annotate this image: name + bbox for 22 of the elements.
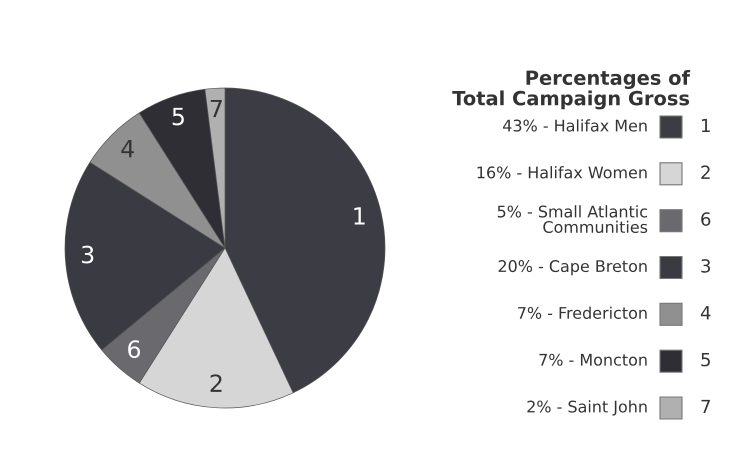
slice-label: 5: [172, 108, 184, 126]
data-label: 16% - Halifax Women: [478, 166, 647, 178]
data-label: 5% - Small Atlantic Communities: [498, 205, 648, 234]
slice-label: 7: [210, 100, 222, 118]
data-label: 7% - Moncton: [539, 354, 647, 366]
legend-label: 7: [701, 400, 710, 413]
legend-label: 5: [701, 352, 710, 366]
legend-label: 4: [700, 306, 710, 320]
data-label: 20% - Cape Breton: [498, 260, 647, 276]
slice-label: 1: [354, 207, 365, 224]
slice-label: 2: [210, 374, 222, 392]
legend-label: 2: [701, 165, 710, 179]
slice-label: 3: [82, 246, 94, 264]
data-label: 7% - Fredericton: [518, 306, 647, 319]
legend-label: 6: [701, 212, 710, 226]
legend-label: 3: [701, 259, 710, 273]
chart-title: Percentages of Total Campaign Gross: [452, 70, 690, 110]
data-label: 43% - Halifax Men: [503, 119, 647, 132]
slice-label: 4: [121, 140, 134, 158]
legend-label: 1: [702, 118, 710, 132]
data-label: 2% - Saint John: [527, 400, 647, 416]
slice-label: 6: [128, 340, 140, 358]
